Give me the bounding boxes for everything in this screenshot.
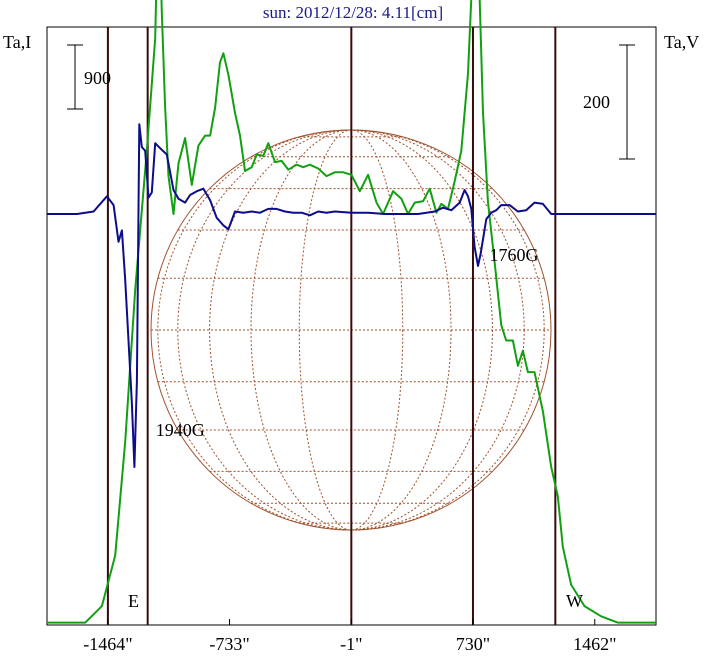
- x-tick-marks: [107, 619, 596, 625]
- y-axis-label-left: Ta,I: [3, 32, 32, 52]
- limb-label-west: W: [566, 591, 583, 611]
- scale-bar-label-right: 200: [583, 92, 610, 112]
- limb-label-east: E: [128, 591, 139, 611]
- x-tick-label: -733": [209, 634, 250, 654]
- series-line-I: [47, 0, 656, 624]
- chart-title: sun: 2012/12/28: 4.11[cm]: [262, 3, 444, 22]
- annotation-label: 1760G: [489, 245, 539, 266]
- x-tick-label: 1462": [573, 634, 617, 654]
- longitude-line: [250, 129, 452, 531]
- longitude-line: [209, 129, 493, 531]
- annotation-label: 1940G: [155, 419, 205, 440]
- x-tick-label: 730": [455, 634, 491, 654]
- scale-bars: [67, 44, 635, 160]
- x-tick-label: -1464": [83, 634, 133, 654]
- scale-bar-label-left: 900: [84, 68, 111, 88]
- vertical-markers: [106, 27, 557, 625]
- series-lines: [47, 0, 656, 624]
- x-tick-label: -1": [340, 634, 363, 654]
- series-line-V: [47, 123, 656, 468]
- y-axis-label-right: Ta,V: [664, 32, 700, 52]
